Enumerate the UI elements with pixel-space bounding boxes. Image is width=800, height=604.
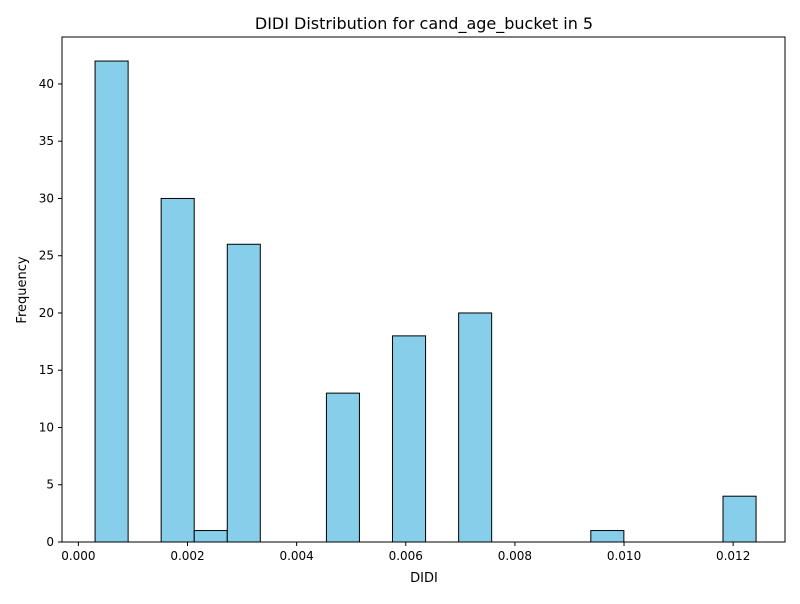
x-tick-label-3: 0.006 [389,549,423,563]
y-tick-label-1: 5 [46,478,54,492]
x-tick-label-6: 0.012 [716,549,750,563]
y-tick-label-0: 0 [46,535,54,549]
x-tick-label-2: 0.004 [279,549,313,563]
y-tick-label-6: 30 [39,191,54,205]
plot-area [94,60,757,543]
x-tick-label-4: 0.008 [498,549,532,563]
histogram-bar-2 [160,197,195,543]
histogram-bar-9 [392,335,427,543]
y-axis-ticks: 0 5 10 15 20 25 30 35 40 [39,77,62,549]
histogram-bar-3 [193,530,228,543]
x-axis-ticks: 0.000 0.002 0.004 0.006 0.008 0.010 0.012 [61,542,750,563]
histogram-bar-15 [590,530,625,543]
x-axis-label: DIDI [410,571,438,586]
y-tick-label-8: 40 [39,77,54,91]
histogram-bar-19 [722,495,757,543]
histogram-bar-11 [458,312,493,543]
x-tick-label-5: 0.010 [607,549,641,563]
x-tick-label-1: 0.002 [170,549,204,563]
histogram-bar-7 [325,392,360,543]
chart-title: DIDI Distribution for cand_age_bucket in… [255,14,593,34]
y-tick-label-3: 15 [39,363,54,377]
histogram-bar-0 [94,60,129,543]
x-tick-label-0: 0.000 [61,549,95,563]
histogram-bar-4 [226,243,261,543]
y-tick-label-2: 10 [39,420,54,434]
y-axis-label: Frequency [15,256,30,323]
axes-frame [61,36,786,543]
y-tick-label-5: 25 [39,249,54,263]
y-tick-label-4: 20 [39,306,54,320]
y-tick-label-7: 35 [39,134,54,148]
